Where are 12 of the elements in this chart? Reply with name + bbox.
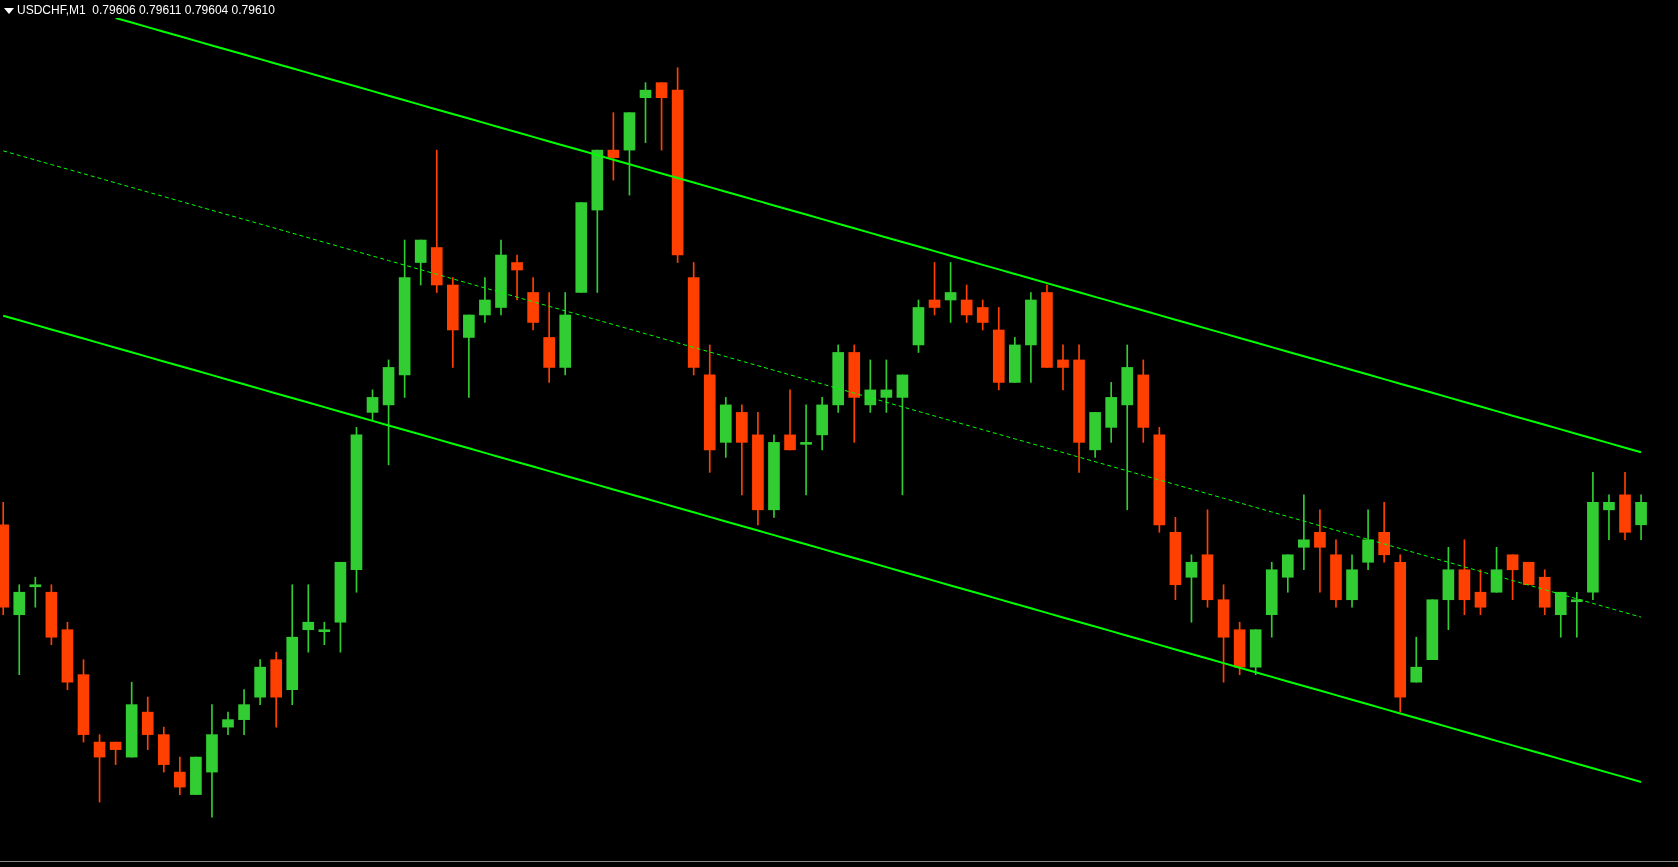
candlestick (13, 584, 26, 675)
candlestick (1298, 494, 1310, 571)
candlestick (29, 576, 42, 608)
candlestick (511, 254, 523, 301)
candlestick (800, 404, 812, 496)
candlestick (1121, 344, 1134, 511)
candlestick (1571, 591, 1583, 638)
candlestick (302, 584, 315, 653)
candlestick (1603, 494, 1615, 541)
candlestick (1314, 509, 1326, 593)
candlestick (1057, 344, 1069, 391)
chart-title: USDCHF,M1 0.79606 0.79611 0.79604 0.79610 (17, 3, 275, 17)
